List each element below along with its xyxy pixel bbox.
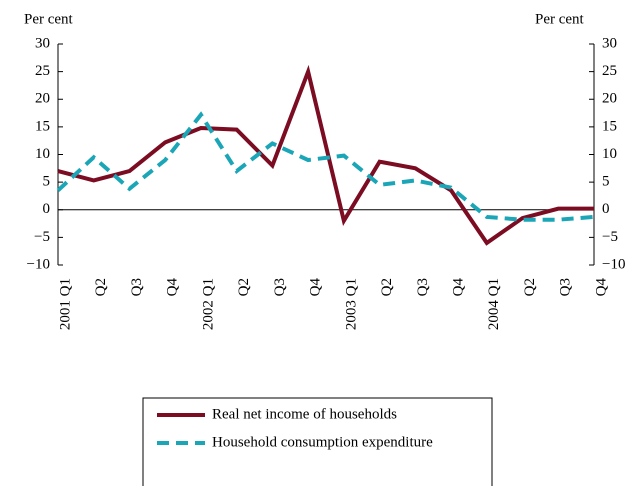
y-tick-label: 0 xyxy=(43,201,51,217)
series-line xyxy=(57,64,594,246)
y-tick-label: −5 xyxy=(34,229,50,245)
y-axis-label: Per cent xyxy=(24,11,74,27)
legend-box xyxy=(142,397,493,486)
x-tick-label: Q2 xyxy=(379,278,395,296)
y-tick-label: 30 xyxy=(35,35,50,51)
legend-label: Household consumption expenditure xyxy=(212,434,433,450)
series-line xyxy=(56,111,595,222)
x-tick-label: Q3 xyxy=(129,278,145,296)
x-tick-label: Q2 xyxy=(236,278,252,296)
x-tick-label: Q2 xyxy=(522,278,538,296)
y-tick-label: 20 xyxy=(35,91,50,107)
y-tick-label: 25 xyxy=(35,63,50,79)
y2-tick-label: 30 xyxy=(602,35,617,51)
legend-label: Real net income of households xyxy=(212,406,397,422)
y-tick-label: −10 xyxy=(27,256,50,272)
y-tick-label: 10 xyxy=(35,146,50,162)
x-tick-label: Q3 xyxy=(558,278,574,296)
x-tick-label: Q2 xyxy=(93,278,109,296)
y2-tick-label: 10 xyxy=(602,146,617,162)
y2-tick-label: 15 xyxy=(602,118,617,134)
x-tick-label: 2001 Q1 xyxy=(57,278,73,330)
x-tick-label: 2002 Q1 xyxy=(200,278,216,330)
y2-tick-label: 5 xyxy=(602,174,610,190)
x-tick-label: Q4 xyxy=(593,278,609,297)
x-tick-label: 2004 Q1 xyxy=(486,278,502,330)
y2-axis-label: Per cent xyxy=(535,11,585,27)
y-tick-label: 15 xyxy=(35,118,50,134)
x-tick-label: Q3 xyxy=(272,278,288,296)
x-tick-label: Q3 xyxy=(415,278,431,296)
y2-tick-label: −5 xyxy=(602,229,618,245)
y2-tick-label: 25 xyxy=(602,63,617,79)
y2-tick-label: 0 xyxy=(602,201,610,217)
y2-tick-label: −10 xyxy=(602,256,625,272)
y-tick-label: 5 xyxy=(43,174,51,190)
y2-tick-label: 20 xyxy=(602,91,617,107)
x-tick-label: Q4 xyxy=(451,278,467,297)
x-tick-label: Q4 xyxy=(165,278,181,297)
x-tick-label: Q4 xyxy=(308,278,324,297)
x-tick-label: 2003 Q1 xyxy=(343,278,359,330)
